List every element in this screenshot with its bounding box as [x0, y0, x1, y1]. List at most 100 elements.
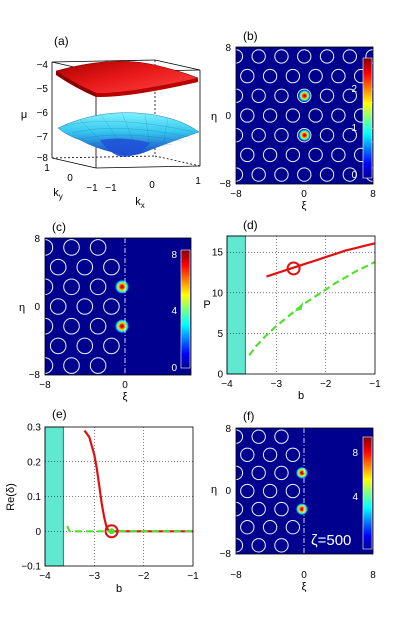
panel-c-lattice-ring — [89, 278, 107, 296]
panel-e-xtick: −1 — [187, 571, 199, 582]
panel-b-lattice-ring — [297, 49, 312, 64]
panel-b-lattice-ring — [389, 50, 402, 63]
panel-b-lattice-ring — [377, 109, 390, 122]
panel-c-lattice-ring — [103, 298, 120, 315]
panel-c-lattice-ring — [76, 298, 94, 315]
panel-c: (c) 0 4 8 8 0 −8 −8 0 ξ η — [0, 220, 192, 403]
panel-b-lattice-ring — [308, 68, 323, 84]
panel-d-frame — [226, 235, 376, 375]
panel-c-ytick: 0 — [34, 302, 40, 313]
panel-a-ztick: −8 — [37, 153, 49, 164]
panel-b-lattice-ring — [251, 88, 266, 103]
panel-f-lattice-ring — [251, 465, 266, 481]
panel-e-ytick: 0 — [35, 527, 41, 538]
panel-b-lattice-ring — [331, 147, 346, 163]
panel-d-grid — [227, 236, 375, 374]
panel-e-xtick: −4 — [39, 571, 51, 582]
panel-f-lattice-ring — [251, 538, 266, 553]
panel-e-ytick: 0.2 — [27, 457, 41, 468]
panel-f-lattice-ring — [285, 483, 301, 499]
panel-b-peak — [298, 89, 311, 103]
panel-b-lattice-ring — [274, 128, 289, 143]
panel-f-frame — [235, 427, 374, 555]
panel-a-lower-surface-dip — [100, 138, 150, 157]
panel-d-xlabel: b — [298, 390, 304, 402]
panel-f-lattice-ring — [236, 501, 244, 517]
panel-c-peak — [114, 318, 130, 334]
panel-c-xlabel: ξ — [123, 391, 128, 403]
panel-c-lattice-ring — [10, 318, 26, 334]
panel-b-lattice-ring — [377, 148, 390, 161]
panel-f-lattice-ring — [240, 520, 255, 535]
panel-c-lattice-ring — [49, 298, 67, 315]
panel-b-lattice-ring — [251, 128, 266, 143]
panel-d-ticks: −4 −3 −2 −1 0 5 10 15 — [212, 248, 381, 390]
panel-b-xtick: 0 — [301, 189, 307, 200]
panel-b-lattice — [195, 49, 402, 182]
panel-c-cbtick: 4 — [171, 306, 177, 317]
panel-e-ticks: −4 −3 −2 −1 −0.1 0 0.1 0.2 0.3 — [21, 423, 199, 583]
panel-f-lattice-ring — [236, 538, 244, 553]
panel-c-lattice-ring — [10, 240, 26, 256]
panel-a-ylabel: ky — [53, 187, 63, 201]
panel-c-lattice-ring — [45, 278, 54, 296]
panel-b-lattice-ring — [365, 49, 373, 64]
panel-c-label: (c) — [52, 220, 66, 234]
panel-d-ytick: 0 — [217, 370, 223, 381]
panel-f-peak — [295, 502, 309, 516]
panel-b-lattice-ring — [195, 148, 208, 161]
panel-e-ytick: 0.3 — [27, 423, 41, 434]
panel-a-zticks: −4 −5 −6 −7 −8 — [37, 60, 49, 164]
panel-b-peak — [298, 128, 311, 142]
panel-b-lattice-ring — [331, 108, 346, 123]
panel-b-lattice-ring — [297, 128, 312, 143]
panel-b-ylabel: η — [211, 111, 217, 123]
panel-b-lattice-ring — [236, 167, 244, 182]
panel-e-ylabel: Re(δ) — [5, 483, 17, 511]
panel-b-lattice-ring — [389, 129, 402, 142]
panel-c-lattice-ring — [49, 337, 67, 355]
panel-f-lattice-ring — [262, 447, 278, 462]
panel-c-lattice-ring — [0, 299, 13, 315]
panel-f-lattice-ring — [195, 521, 208, 534]
panel-c-lattice — [0, 239, 120, 374]
panel-f-lattice-ring — [274, 465, 289, 481]
panel-b: (b) 0 1 2 8 0 −8 −8 0 8 ξ η — [195, 29, 402, 212]
panel-c-peaks — [114, 279, 130, 334]
panel-d-xtick: −4 — [221, 379, 233, 390]
panel-b-colorbar — [362, 57, 373, 179]
panel-b-lattice-ring — [251, 49, 266, 64]
panel-f-lattice-ring — [251, 501, 266, 517]
panel-b-lattice-ring — [342, 128, 357, 143]
panel-b-lattice-ring — [262, 108, 278, 123]
panel-b-lattice-ring — [342, 49, 357, 64]
panel-f-lattice-ring — [262, 483, 278, 499]
panel-f-lattice-ring — [285, 447, 301, 462]
panel-f: (f) 4 8 ζ=500 8 0 −8 −8 0 8 ξ η — [195, 409, 376, 593]
panel-c-frame — [44, 237, 192, 376]
panel-a-xtick: 0 — [149, 180, 155, 191]
panel-a-mesh — [64, 112, 196, 157]
panel-a-xtick: −1 — [105, 183, 117, 194]
panel-c-lattice-ring — [45, 239, 54, 256]
panel-b-lattice-ring — [262, 147, 278, 163]
panel-b-lattice-ring — [218, 148, 231, 161]
panel-c-cbtick: 8 — [171, 250, 177, 261]
panel-c-ylabel: η — [19, 302, 25, 314]
panel-f-xtick: 8 — [370, 570, 376, 581]
panel-b-lattice-ring — [240, 147, 255, 163]
panel-a-ztick: −4 — [37, 60, 49, 71]
panel-e: (e) −4 −3 −2 −1 −0.1 0 0.1 0.2 0.3 b Re(δ) — [5, 407, 199, 595]
panel-d-label: (d) — [243, 218, 258, 232]
panel-c-lattice-ring — [89, 239, 107, 256]
panel-a-label: (a) — [54, 34, 69, 48]
panel-f-lattice — [195, 429, 301, 553]
panel-b-cbtick: 0 — [351, 170, 357, 181]
panel-b-lattice-ring — [319, 49, 335, 64]
panel-c-xtick: −8 — [39, 380, 51, 391]
panel-a-ytick: 1 — [44, 163, 50, 174]
panel-f-plot-bg — [236, 428, 373, 554]
panel-c-lattice-ring — [49, 258, 67, 276]
panel-a-ytick: −1 — [86, 183, 98, 194]
panel-b-lattice-ring — [236, 88, 244, 103]
